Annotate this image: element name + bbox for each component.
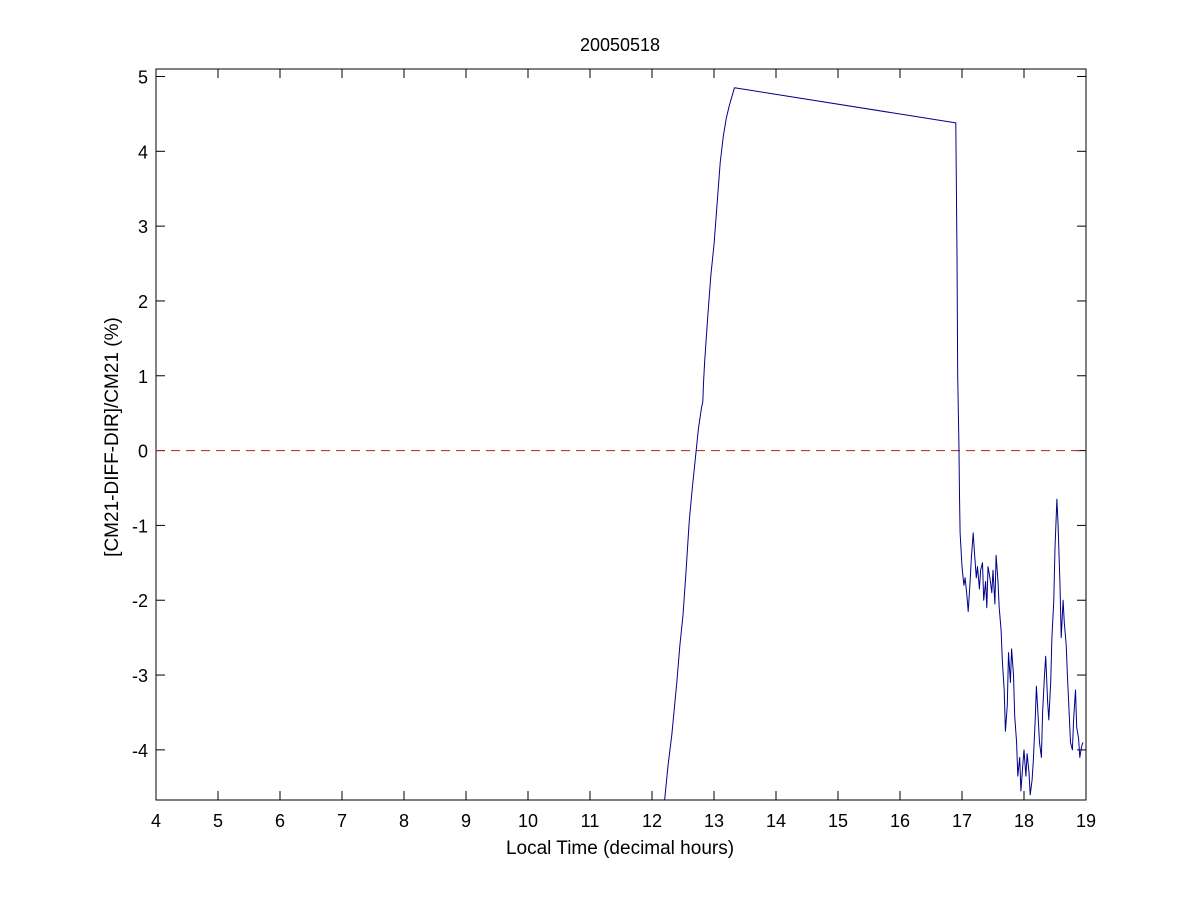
x-tick-label: 5 [213,811,223,831]
y-tick-label: -3 [132,666,148,686]
x-tick-label: 9 [461,811,471,831]
x-tick-label: 13 [704,811,724,831]
x-tick-label: 14 [766,811,786,831]
y-tick-label: -1 [132,516,148,536]
series-line-1 [664,87,1084,800]
x-tick-label: 19 [1076,811,1096,831]
y-tick-label: 2 [138,292,148,312]
x-tick-label: 11 [581,811,600,831]
x-tick-label: 8 [399,811,409,831]
y-tick-label: 4 [138,142,148,162]
x-tick-label: 7 [337,811,347,831]
y-tick-label: -2 [132,591,148,611]
y-tick-label: 1 [138,367,148,387]
axes-box [155,68,1087,801]
y-axis-title: [CM21-DIFF-DIR]/CM21 (%) [102,317,123,557]
x-tick-label: 16 [890,811,910,831]
y-tick-label: 3 [138,217,148,237]
x-axis-title: Local Time (decimal hours) [506,838,734,859]
x-tick-label: 15 [828,811,848,831]
chart-title: 20050518 [580,35,660,55]
x-tick-label: 10 [518,811,538,831]
x-tick-label: 6 [275,811,285,831]
x-tick-label: 17 [952,811,972,831]
y-tick-label: 0 [138,442,148,462]
x-tick-label: 18 [1014,811,1034,831]
x-tick-label: 4 [151,811,161,831]
x-tick-label: 12 [642,811,662,831]
y-tick-label: -4 [132,741,148,761]
y-tick-label: 5 [138,67,148,87]
